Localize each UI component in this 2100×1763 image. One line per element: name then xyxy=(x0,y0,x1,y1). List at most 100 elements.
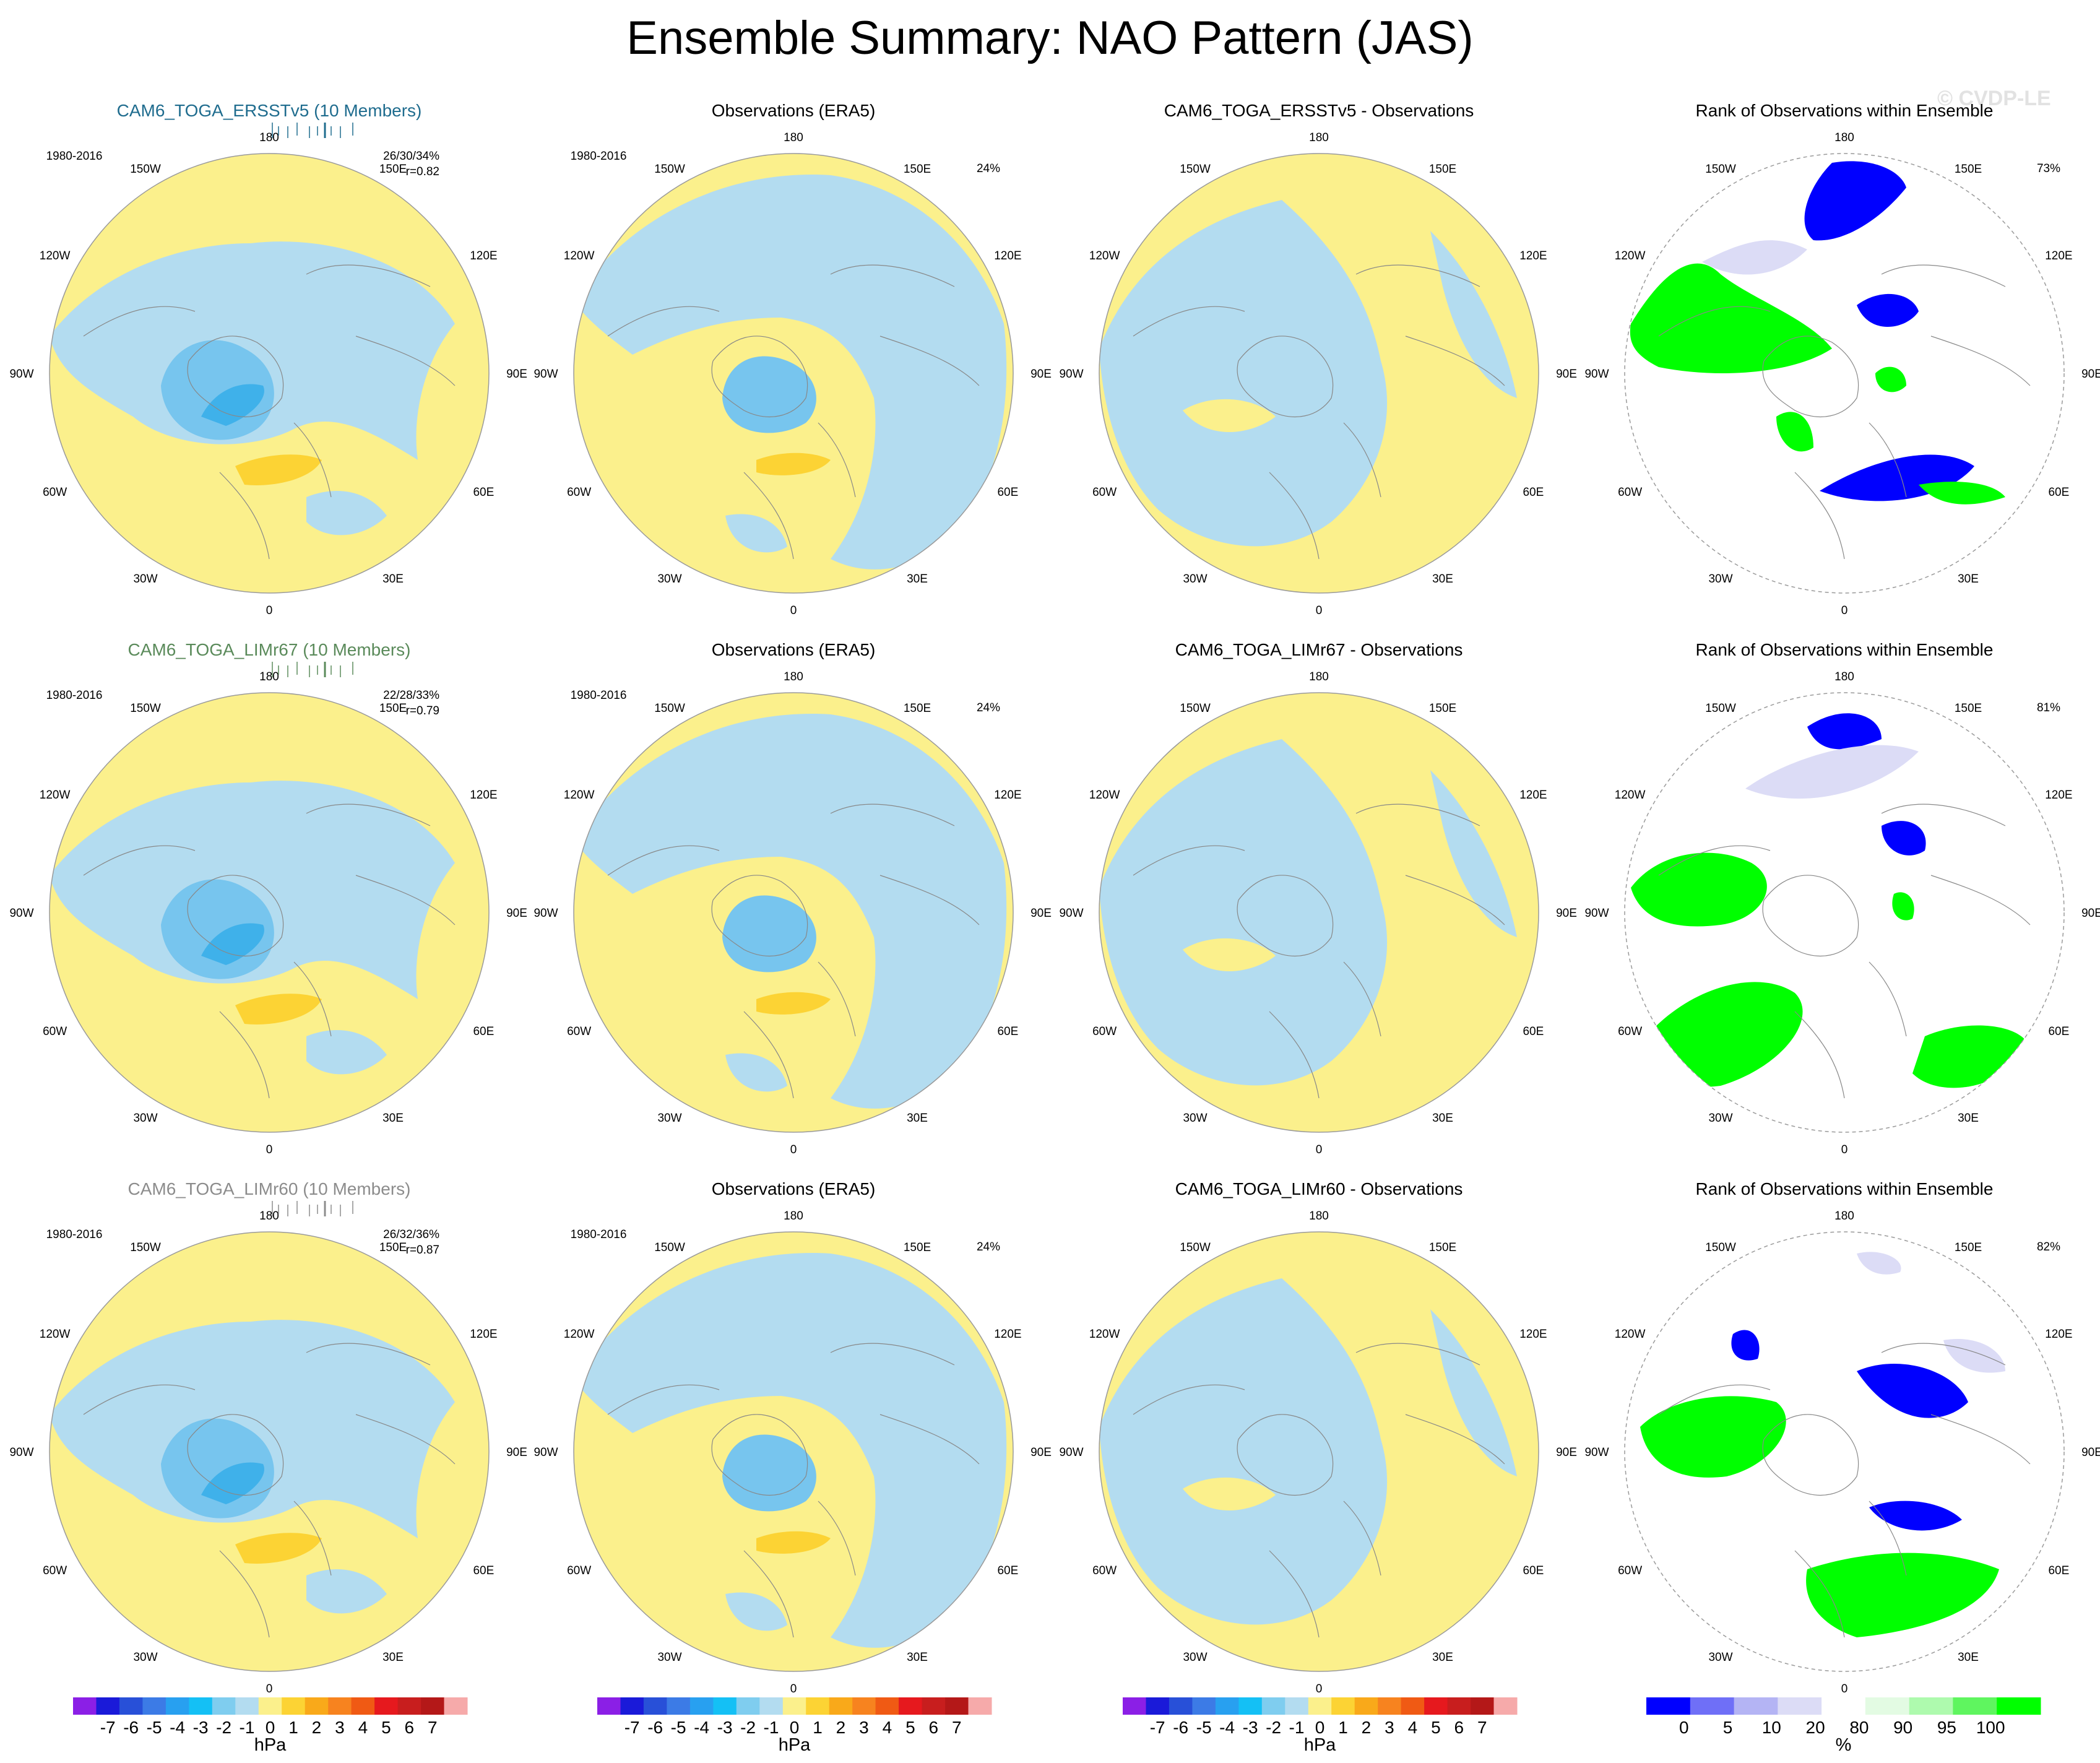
lon-label: 90E xyxy=(2081,368,2100,381)
colorbar-swatch xyxy=(829,1697,853,1715)
lon-label: 120W xyxy=(564,249,595,262)
lon-label: 90W xyxy=(1059,368,1083,381)
colorbar-swatch xyxy=(235,1697,259,1715)
colorbar-swatch xyxy=(351,1697,375,1715)
lon-label: 180 xyxy=(259,1210,279,1223)
period-label: 1980-2016 xyxy=(46,689,103,702)
lon-label: 120E xyxy=(994,789,1021,802)
colorbar-swatch xyxy=(597,1697,621,1715)
colorbar-swatch xyxy=(397,1697,421,1715)
rank-panel-title: Rank of Observations within Ensemble xyxy=(1696,640,1994,659)
colorbar-tick-label: 0 xyxy=(1679,1718,1689,1737)
lon-label: 150E xyxy=(904,702,931,715)
colorbar-swatch xyxy=(1493,1697,1518,1715)
field-contour xyxy=(1882,821,1926,856)
field-contour xyxy=(1630,263,1832,373)
lon-label: 90E xyxy=(2081,1446,2100,1459)
field-contour xyxy=(235,1533,322,1564)
field-contour xyxy=(201,384,264,426)
colorbar-tick-label: -6 xyxy=(1173,1718,1188,1737)
lon-label: 30E xyxy=(907,1651,928,1664)
field-contour xyxy=(50,241,455,460)
colorbar-tick-label: 0 xyxy=(1315,1718,1325,1737)
field-contour xyxy=(1804,161,1906,241)
colorbar-tick-label: -2 xyxy=(740,1718,756,1737)
lon-label: 120E xyxy=(994,1328,1021,1341)
field-contour xyxy=(756,453,831,475)
pct-variance-stats: 26/32/36% xyxy=(383,1228,439,1241)
colorbar-tick-label: 100 xyxy=(1976,1718,2005,1737)
lon-label: 60W xyxy=(1618,486,1642,499)
colorbar-swatch xyxy=(620,1697,644,1715)
colorbar-tick-label: 0 xyxy=(266,1718,275,1737)
map-border xyxy=(1624,153,2065,594)
lon-label: 30W xyxy=(1708,573,1732,586)
lon-label: 90E xyxy=(2081,907,2100,920)
lon-label: 90W xyxy=(9,907,33,920)
lon-label: 30W xyxy=(133,1112,157,1125)
field-contour xyxy=(1646,982,1803,1087)
lon-label: 180 xyxy=(1834,131,1854,144)
colorbar-swatch xyxy=(165,1697,189,1715)
map-border xyxy=(1099,692,1539,1133)
lon-label: 30E xyxy=(1958,573,1979,586)
lon-label: 120E xyxy=(470,789,497,802)
lon-label: 60E xyxy=(1523,1025,1544,1038)
colorbar-tick-label: 2 xyxy=(1362,1718,1372,1737)
field-contour xyxy=(1430,1309,1517,1476)
lon-label: 60E xyxy=(997,1025,1018,1038)
lon-label: 30W xyxy=(657,573,681,586)
pct-variance-obs: 24% xyxy=(977,1241,1000,1254)
colorbar-swatch xyxy=(1401,1697,1425,1715)
lon-label: 30W xyxy=(1183,573,1207,586)
colorbar-tick-label: 4 xyxy=(358,1718,368,1737)
lon-label: 90W xyxy=(1584,907,1609,920)
colorbar-tick-label: -3 xyxy=(717,1718,733,1737)
lon-label: 150E xyxy=(379,163,407,176)
field-contour xyxy=(1869,1501,1962,1531)
colorbar-unit: hPa xyxy=(1304,1735,1336,1755)
colorbar-swatch xyxy=(1447,1697,1471,1715)
lon-label: 90E xyxy=(506,368,527,381)
field-contour xyxy=(50,781,455,999)
colorbar-swatch xyxy=(1285,1697,1309,1715)
field-contour xyxy=(722,895,816,972)
colorbar-tick-label: 7 xyxy=(428,1718,438,1737)
lon-label: 90E xyxy=(1556,907,1577,920)
period-label: 1980-2016 xyxy=(46,150,103,163)
colorbar-swatch xyxy=(282,1697,306,1715)
lon-label: 30W xyxy=(657,1651,681,1664)
pattern-correlation: r=0.79 xyxy=(406,704,439,717)
lon-label: 60W xyxy=(567,1564,591,1577)
colorbar-tick-label: 0 xyxy=(790,1718,800,1737)
panel-rank-row-2: 180 150E 120E 90E 60E 30E 0 30W 60W 90W 120W 150W Ra… xyxy=(1584,640,2100,1156)
lon-label: 30E xyxy=(382,1651,404,1664)
colorbar-swatch xyxy=(806,1697,830,1715)
colorbar-swatch xyxy=(1690,1697,1735,1715)
lon-label: 0 xyxy=(266,1683,273,1696)
lon-label: 30E xyxy=(1958,1112,1979,1125)
colorbar-swatch xyxy=(713,1697,737,1715)
lon-label: 120W xyxy=(1615,789,1646,802)
lon-label: 90E xyxy=(1031,1446,1052,1459)
colorbar-tick-label: -5 xyxy=(1196,1718,1212,1737)
colorbar-tick-label: 3 xyxy=(1385,1718,1394,1737)
colorbar-swatch xyxy=(1261,1697,1285,1715)
lon-label: 60W xyxy=(1092,486,1117,499)
lon-label: 120W xyxy=(40,1328,71,1341)
field-contour xyxy=(201,1462,264,1504)
lon-label: 150E xyxy=(904,163,931,176)
lon-label: 120W xyxy=(1089,249,1120,262)
lon-label: 150E xyxy=(1955,163,1982,176)
panel-rank-row-1: 180 150E 120E 90E 60E 30E 0 30W 60W 90W 120W 150W Ra… xyxy=(1584,101,2100,617)
lon-label: 120E xyxy=(2045,1328,2072,1341)
lon-label: 60E xyxy=(473,1564,494,1577)
lon-label: 120E xyxy=(2045,249,2072,262)
map-border xyxy=(573,153,1014,594)
colorbar-swatch xyxy=(1471,1697,1495,1715)
colorbar-tick-label: -3 xyxy=(193,1718,209,1737)
field-contour xyxy=(756,1531,831,1554)
lon-label: 90E xyxy=(506,1446,527,1459)
coastline xyxy=(607,1343,980,1638)
field-contour xyxy=(1892,892,1914,920)
